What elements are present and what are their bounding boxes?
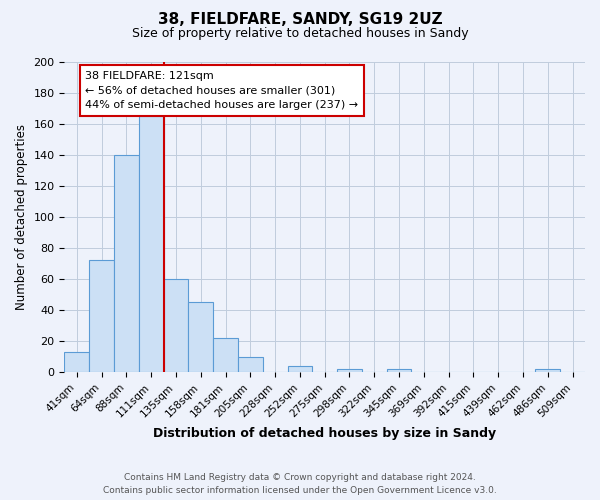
Text: Size of property relative to detached houses in Sandy: Size of property relative to detached ho…	[131, 28, 469, 40]
Bar	[337, 369, 362, 372]
X-axis label: Distribution of detached houses by size in Sandy: Distribution of detached houses by size …	[153, 427, 496, 440]
Bar	[164, 279, 188, 372]
Bar	[287, 366, 313, 372]
Text: Contains HM Land Registry data © Crown copyright and database right 2024.
Contai: Contains HM Land Registry data © Crown c…	[103, 474, 497, 495]
Bar	[535, 369, 560, 372]
Bar	[139, 116, 164, 372]
Text: 38, FIELDFARE, SANDY, SG19 2UZ: 38, FIELDFARE, SANDY, SG19 2UZ	[158, 12, 442, 28]
Bar	[238, 356, 263, 372]
Bar	[64, 352, 89, 372]
Bar	[188, 302, 213, 372]
Bar	[89, 260, 114, 372]
Text: 38 FIELDFARE: 121sqm
← 56% of detached houses are smaller (301)
44% of semi-deta: 38 FIELDFARE: 121sqm ← 56% of detached h…	[85, 71, 358, 110]
Y-axis label: Number of detached properties: Number of detached properties	[15, 124, 28, 310]
Bar	[213, 338, 238, 372]
Bar	[386, 369, 412, 372]
Bar	[114, 154, 139, 372]
